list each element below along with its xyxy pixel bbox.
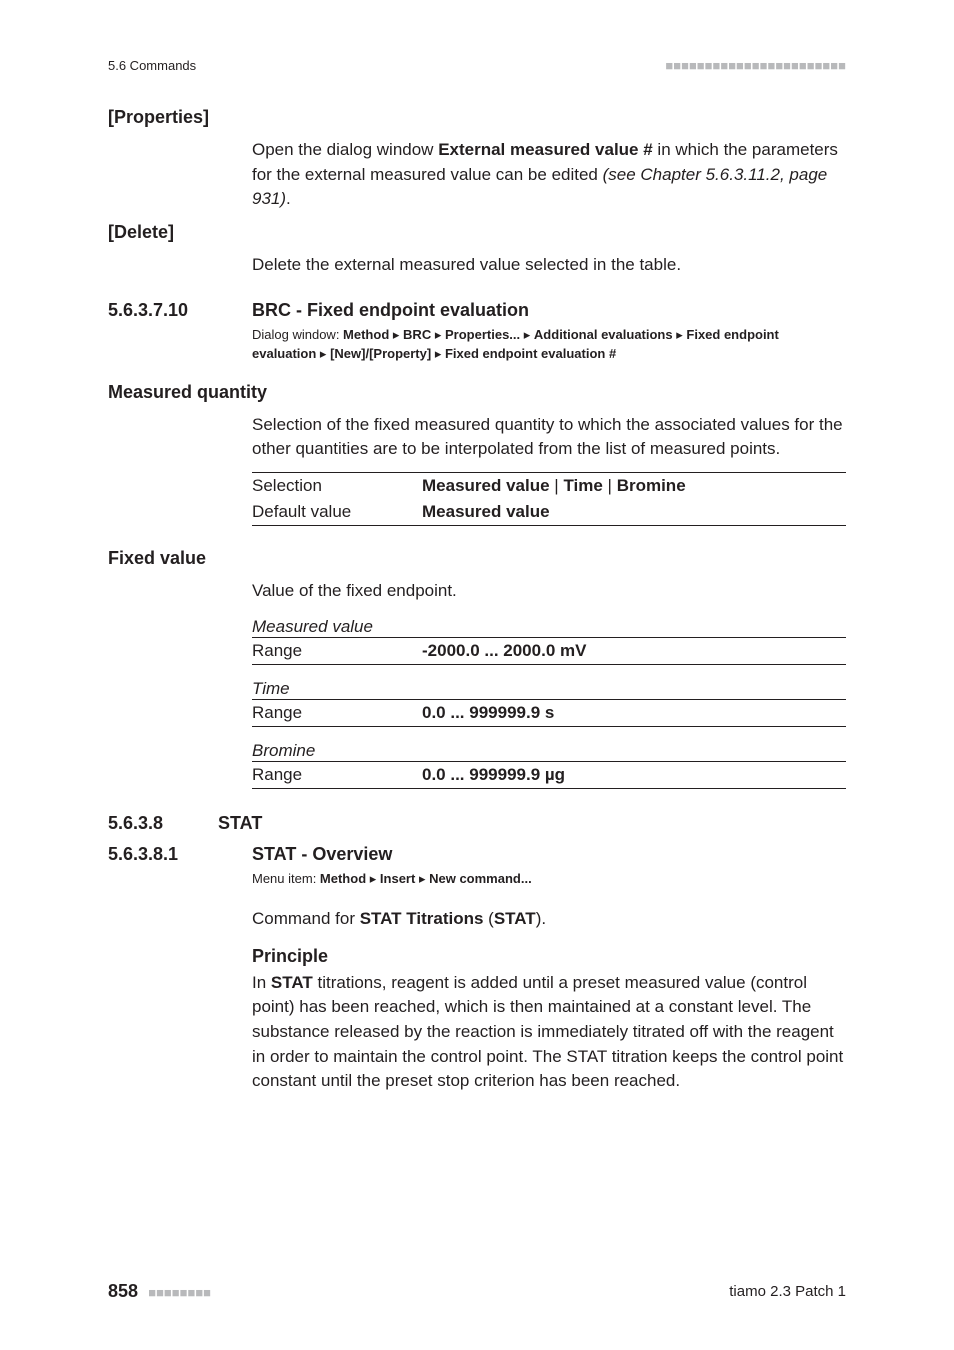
delete-paragraph: Delete the external measured value selec… [252, 253, 846, 278]
cell-value: Measured value [422, 499, 846, 526]
table-row: Range0.0 ... 999999.9 µg [252, 762, 846, 789]
table-row: Selection Measured value | Time | Bromin… [252, 472, 846, 499]
fixed-value-paragraph: Value of the fixed endpoint. [252, 579, 846, 604]
fixed-value-subhead: Measured value [252, 617, 846, 637]
term-properties-label: [Properties] [108, 107, 846, 128]
term-delete: [Delete] [108, 222, 846, 243]
cell-key: Default value [252, 499, 422, 526]
measured-qty-paragraph: Selection of the fixed measured quantity… [252, 413, 846, 462]
text-bold: STAT Titrations [360, 909, 484, 928]
cell-value: Measured value | Time | Bromine [422, 472, 846, 499]
stat-command-paragraph: Command for STAT Titrations (STAT). [252, 907, 846, 932]
term-fixed-value: Fixed value [108, 548, 846, 569]
cell-value: 0.0 ... 999999.9 s [422, 700, 846, 727]
properties-paragraph: Open the dialog window External measured… [252, 138, 846, 212]
text: . [286, 189, 291, 208]
heading-brc-fixed: 5.6.3.7.10 BRC - Fixed endpoint evaluati… [108, 300, 846, 321]
principle-body: In STAT titrations, reagent is added unt… [252, 971, 846, 1094]
term-delete-label: [Delete] [108, 222, 846, 243]
heading-number: 5.6.3.7.10 [108, 300, 252, 321]
footer-dots: ■■■■■■■■ [148, 1285, 211, 1300]
delete-body: Delete the external measured value selec… [252, 253, 846, 278]
text: ). [536, 909, 546, 928]
fixed-value-table: Range0.0 ... 999999.9 µg [252, 761, 846, 789]
running-head-left: 5.6 Commands [108, 58, 196, 73]
text-bold: External measured value # [438, 140, 653, 159]
measured-qty-table: Selection Measured value | Time | Bromin… [252, 472, 846, 526]
text-bold: STAT [271, 973, 313, 992]
cell-key: Selection [252, 472, 422, 499]
table-row: Default value Measured value [252, 499, 846, 526]
running-head-dots: ■■■■■■■■■■■■■■■■■■■■■■■ [665, 58, 846, 73]
stat-command-line: Command for STAT Titrations (STAT). [252, 907, 846, 932]
text: In [252, 973, 271, 992]
term-measured-qty: Measured quantity [108, 382, 846, 403]
term-fixed-value-label: Fixed value [108, 548, 846, 569]
table-row: Range-2000.0 ... 2000.0 mV [252, 638, 846, 665]
fixed-value-groups: Measured valueRange-2000.0 ... 2000.0 mV… [108, 617, 846, 789]
brc-dialog-path: Dialog window: Method ▸ BRC ▸ Properties… [252, 325, 846, 364]
footer-right: tiamo 2.3 Patch 1 [729, 1283, 846, 1300]
fixed-value-table: Range0.0 ... 999999.9 s [252, 699, 846, 727]
cell-value: -2000.0 ... 2000.0 mV [422, 638, 846, 665]
page-number: 858 [108, 1281, 138, 1301]
stat-menu-path: Menu item: Method ▸ Insert ▸ New command… [252, 869, 846, 889]
heading-number: 5.6.3.8.1 [108, 844, 252, 865]
footer-left: 858 ■■■■■■■■ [108, 1281, 211, 1302]
measured-qty-body: Selection of the fixed measured quantity… [252, 413, 846, 462]
heading-title: STAT [218, 813, 262, 834]
footer: 858 ■■■■■■■■ tiamo 2.3 Patch 1 [108, 1281, 846, 1302]
heading-title: STAT - Overview [252, 844, 392, 865]
fixed-value-subhead: Time [252, 679, 846, 699]
term-properties: [Properties] [108, 107, 846, 128]
properties-body: Open the dialog window External measured… [252, 138, 846, 212]
text: titrations, reagent is added until a pre… [252, 973, 843, 1091]
page: 5.6 Commands ■■■■■■■■■■■■■■■■■■■■■■■ [Pr… [0, 0, 954, 1350]
text: ( [483, 909, 493, 928]
cell-value: 0.0 ... 999999.9 µg [422, 762, 846, 789]
fixed-value-body: Value of the fixed endpoint. [252, 579, 846, 604]
cell-key: Range [252, 762, 422, 789]
principle-paragraph: In STAT titrations, reagent is added unt… [252, 971, 846, 1094]
text: Command for [252, 909, 360, 928]
table-row: Range0.0 ... 999999.9 s [252, 700, 846, 727]
text: Open the dialog window [252, 140, 438, 159]
cell-key: Range [252, 638, 422, 665]
term-measured-qty-label: Measured quantity [108, 382, 846, 403]
running-head: 5.6 Commands ■■■■■■■■■■■■■■■■■■■■■■■ [108, 58, 846, 73]
cell-key: Range [252, 700, 422, 727]
principle-heading: Principle [252, 946, 846, 967]
heading-stat: 5.6.3.8 STAT [108, 813, 846, 834]
fixed-value-subhead: Bromine [252, 741, 846, 761]
fixed-value-table: Range-2000.0 ... 2000.0 mV [252, 637, 846, 665]
heading-number: 5.6.3.8 [108, 813, 218, 834]
heading-stat-overview: 5.6.3.8.1 STAT - Overview [108, 844, 846, 865]
text-bold: STAT [494, 909, 536, 928]
heading-title: BRC - Fixed endpoint evaluation [252, 300, 529, 321]
